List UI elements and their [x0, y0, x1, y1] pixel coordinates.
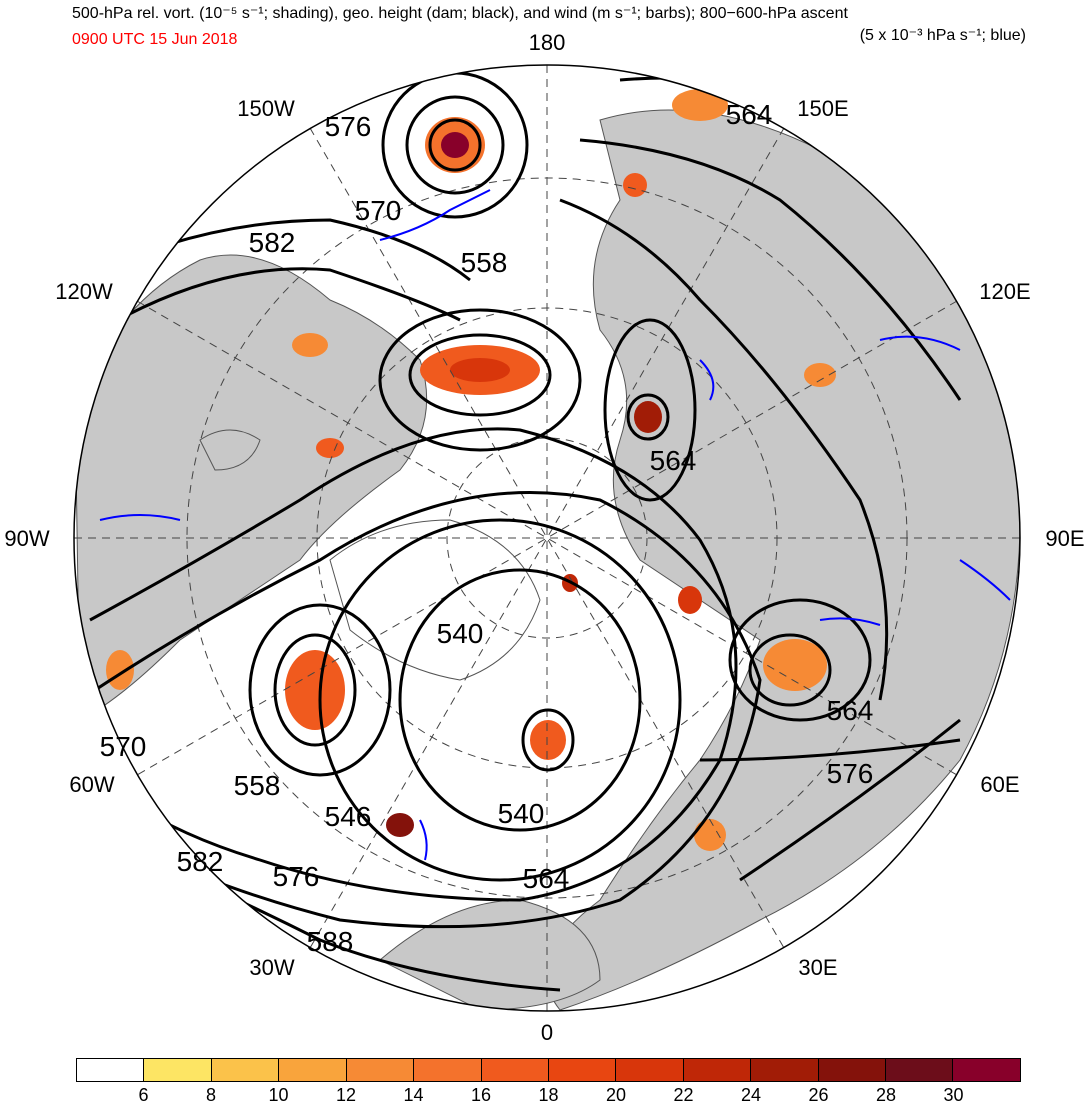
contour-label: 564 [726, 99, 773, 130]
colorbar-tick-label: 30 [943, 1085, 964, 1105]
valid-time: 0900 UTC 15 Jun 2018 [72, 31, 238, 48]
colorbar-tick-label: 24 [740, 1085, 762, 1105]
contour-label: 564 [523, 863, 570, 894]
lon-label-90e: 90E [1045, 526, 1084, 551]
colorbar-swatch [346, 1059, 415, 1081]
lon-label-150w: 150W [237, 96, 295, 121]
colorbar-tick-label: 12 [335, 1085, 357, 1105]
colorbar-swatch [886, 1059, 954, 1081]
ascent-units-label: (5 x 10⁻³ hPa s⁻¹; blue) [859, 27, 1026, 44]
colorbar-swatch [414, 1059, 482, 1081]
graticule [74, 65, 1020, 1011]
vorticity-shading [106, 89, 836, 851]
lon-label-90w: 90W [4, 526, 49, 551]
colorbar-tick-label: 14 [403, 1085, 424, 1105]
lon-label-60e: 60E [980, 772, 1019, 797]
land-masses [74, 109, 1020, 1011]
colorbar-tick-label: 28 [875, 1085, 897, 1105]
contour-label: 582 [177, 846, 224, 877]
lon-label-180: 180 [529, 30, 566, 55]
colorbar-swatch [77, 1059, 145, 1081]
colorbar-swatch [818, 1059, 887, 1081]
contour-labels: 576 570 582 558 564 564 540 546 540 558 … [100, 99, 874, 957]
colorbar-labels: 6 8 10 12 14 16 18 20 22 24 26 28 30 [76, 1085, 1021, 1105]
colorbar-swatch [548, 1059, 617, 1081]
map-layers [74, 65, 1020, 1011]
contour-label: 540 [437, 618, 484, 649]
contour-label: 558 [234, 770, 281, 801]
colorbar-tick-label: 16 [470, 1085, 492, 1105]
contour-label: 564 [650, 445, 697, 476]
colorbar-tick-label: 26 [808, 1085, 829, 1105]
contour-label: 540 [498, 798, 545, 829]
lon-label-120w: 120W [55, 279, 113, 304]
colorbar-tick-label: 20 [605, 1085, 627, 1105]
contour-label: 558 [461, 247, 508, 278]
colorbar-swatch [953, 1059, 1020, 1081]
lon-label-60w: 60W [69, 772, 114, 797]
contour-label: 576 [273, 861, 320, 892]
colorbar-swatch [279, 1059, 347, 1081]
colorbar [76, 1058, 1021, 1082]
ascent-contours [99, 189, 1011, 861]
colorbar-swatch [683, 1059, 752, 1081]
map-boundary [73, 64, 1021, 1012]
lon-label-30e: 30E [798, 955, 837, 980]
lon-label-0: 0 [541, 1020, 553, 1045]
lon-label-120e: 120E [979, 279, 1030, 304]
contour-label: 588 [307, 926, 354, 957]
lon-label-150e: 150E [797, 96, 848, 121]
colorbar-tick-label: 22 [673, 1085, 694, 1105]
colorbar-swatch [144, 1059, 212, 1081]
contour-label: 576 [325, 111, 372, 142]
contour-label: 576 [827, 758, 874, 789]
colorbar-tick-label: 8 [205, 1085, 217, 1105]
colorbar-swatch [211, 1059, 280, 1081]
contour-label: 570 [355, 195, 402, 226]
colorbar-tick-label: 10 [268, 1085, 289, 1105]
contour-label: 546 [325, 801, 372, 832]
colorbar-swatch [481, 1059, 549, 1081]
contour-label: 570 [100, 731, 147, 762]
colorbar-swatch [616, 1059, 684, 1081]
colorbar-tick-label: 18 [538, 1085, 559, 1105]
map-title: 500-hPa rel. vort. (10⁻⁵ s⁻¹; shading), … [72, 5, 848, 22]
lon-label-30w: 30W [249, 955, 294, 980]
colorbar-swatch [751, 1059, 819, 1081]
contour-label: 564 [827, 695, 874, 726]
contour-label: 582 [249, 227, 296, 258]
colorbar-tick-label: 6 [138, 1085, 149, 1105]
